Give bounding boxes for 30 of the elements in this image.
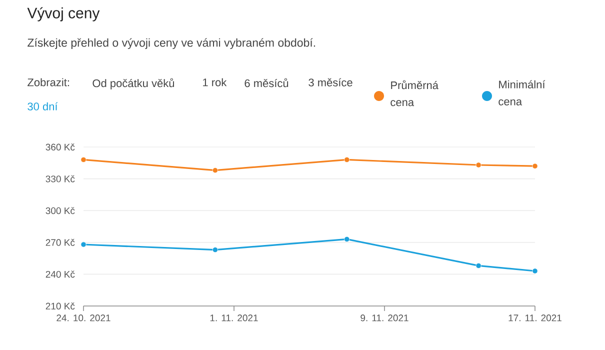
point	[532, 163, 538, 169]
point	[344, 236, 350, 242]
x-tick-label: 9. 11. 2021	[360, 314, 408, 322]
chart-title: Vývoj ceny	[27, 7, 100, 22]
text: 30 dní	[28, 102, 58, 110]
point	[476, 162, 482, 168]
y-tick-label: 330 Kč	[46, 175, 75, 182]
legend-label: Průměrná cena	[390, 80, 438, 106]
text: Zobrazit:	[28, 78, 69, 86]
chart-subtitle: Získejte přehled o vývoji ceny ve vámi vybraném období.	[28, 38, 316, 50]
x-tick-label: 1. 11. 2021	[210, 314, 258, 322]
x-tick-label: 24. 10. 2021	[56, 314, 110, 322]
text: 1 rok	[203, 78, 227, 86]
text: 6 měsíců	[244, 78, 288, 88]
point	[212, 247, 218, 253]
point	[80, 156, 86, 163]
text: 3 měsíce	[308, 78, 352, 86]
x-tick-label: 17. 11. 2021	[508, 314, 562, 322]
point	[344, 156, 350, 163]
y-tick-label: 360 Kč	[46, 143, 75, 150]
point	[212, 168, 218, 174]
y-tick-label: 210 Kč	[46, 302, 75, 310]
y-tick-label: 300 Kč	[46, 207, 75, 214]
point	[532, 268, 538, 274]
y-tick-label: 240 Kč	[46, 270, 75, 278]
text: Od počátku věků	[92, 78, 174, 90]
point	[476, 262, 482, 269]
point	[80, 242, 86, 248]
y-tick-label: 270 Kč	[46, 238, 75, 246]
legend-label: Minimální cena	[498, 80, 546, 106]
